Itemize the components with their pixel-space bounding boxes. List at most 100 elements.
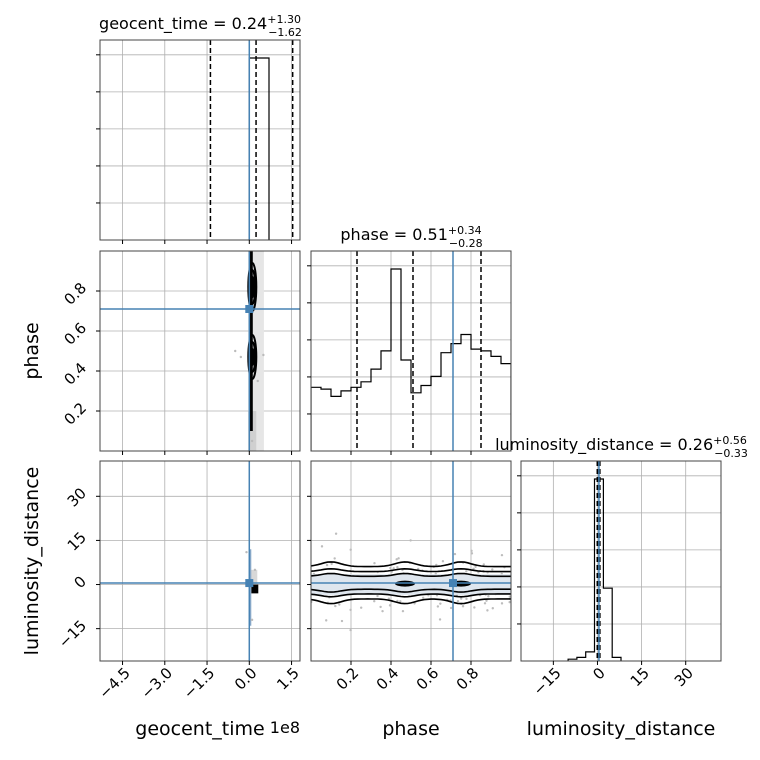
pair-phase-luminosity_distance-content [311, 461, 511, 661]
pair-phase-luminosity_distance-point-90 [470, 552, 474, 555]
pair-phase-luminosity_distance-contour-2-1 [311, 588, 511, 593]
pair-phase-luminosity_distance-contour-1-1 [311, 593, 511, 598]
xlabel-geocent_time: geocent_time [135, 718, 264, 740]
pair-phase-luminosity_distance-point-102 [470, 549, 473, 553]
diag-luminosity_distance-frame [520, 460, 722, 662]
xlabel-phase: phase [382, 718, 439, 740]
pair-phase-luminosity_distance-point-152 [396, 565, 399, 569]
diag-geocent_time-panel-bg [100, 40, 300, 240]
pair-phase-luminosity_distance-contour-1-0 [311, 567, 511, 573]
pair-phase-luminosity_distance-point-16 [491, 568, 494, 571]
pair-geocent_time-phase-point-3 [256, 379, 259, 383]
pair-phase-luminosity_distance-point-91 [474, 565, 477, 568]
pair-geocent_time-luminosity_distance-panel-bg [100, 461, 300, 661]
pair-geocent_time-luminosity_distance-point-1 [250, 618, 254, 622]
pair-geocent_time-luminosity_distance-truth-marker [245, 579, 254, 588]
pair-geocent_time-phase-point-4 [250, 439, 254, 443]
pair-phase-luminosity_distance-point-147 [349, 608, 352, 612]
xlabel-luminosity_distance: luminosity_distance [527, 718, 716, 740]
pair-phase-luminosity_distance-panel-bg [311, 461, 511, 661]
pair-phase-luminosity_distance-point-12 [491, 607, 494, 610]
pair-phase-luminosity_distance-point-66 [379, 605, 382, 609]
pair-phase-luminosity_distance-point-121 [401, 609, 405, 613]
pair-phase-luminosity_distance-point-88 [472, 567, 475, 570]
pair-phase-luminosity_distance-point-129 [340, 619, 344, 623]
pair-phase-luminosity_distance-point-128 [387, 597, 391, 600]
pair-geocent_time-luminosity_distance-core [251, 584, 259, 594]
pair-phase-luminosity_distance-point-56 [508, 595, 511, 598]
xaxis-offset-geocent_time: 1e8 [270, 718, 300, 737]
diag-phase-panel-bg [311, 251, 511, 451]
pair-geocent_time-luminosity_distance-point-0 [253, 568, 257, 572]
pair-phase-luminosity_distance-point-141 [456, 599, 460, 603]
diag-luminosity_distance-panel-bg [521, 461, 721, 661]
pair-phase-luminosity_distance-point-137 [330, 562, 333, 566]
xtick-label-luminosity_distance-2: 15 [627, 664, 653, 690]
pair-phase-luminosity_distance-point-103 [439, 602, 442, 605]
pair-phase-luminosity_distance-point-15 [376, 594, 379, 598]
pair-geocent_time-luminosity_distance-panel: −15 0 15 30 [55, 460, 301, 665]
pair-phase-luminosity_distance-point-3 [473, 606, 476, 609]
ytick-label-luminosity_distance-3: 30 [64, 484, 90, 510]
pair-phase-luminosity_distance-point-64 [465, 597, 468, 601]
diag-phase-title-plus: +0.34 [448, 224, 482, 237]
diag-phase-title-minus: −0.28 [449, 237, 483, 250]
pair-phase-luminosity_distance-contour-0-0 [311, 561, 511, 568]
diag-geocent_time-title-name: geocent_time = 0.24 [99, 14, 267, 34]
pair-phase-luminosity_distance-point-62 [392, 567, 395, 570]
pair-phase-luminosity_distance-point-109 [508, 600, 511, 604]
pair-phase-luminosity_distance-point-106 [334, 532, 338, 535]
pair-geocent_time-phase-panel-bg [100, 251, 300, 451]
diag-luminosity_distance-histogram [567, 478, 622, 661]
pair-geocent_time-phase-frame [99, 250, 301, 452]
diag-geocent_time-panel: geocent_time = 0.24+1.30−1.62 [96, 13, 302, 244]
diag-geocent_time-title-minus: −1.62 [268, 26, 302, 39]
xtick-label-geocent_time-3: 0.0 [231, 664, 261, 694]
ytick-label-phase-1: 0.4 [60, 359, 90, 389]
pair-phase-luminosity_distance-point-84 [500, 602, 504, 605]
pair-phase-luminosity_distance-point-53 [325, 563, 329, 567]
pair-phase-luminosity_distance-point-11 [421, 596, 425, 600]
pair-phase-luminosity_distance-point-150 [373, 561, 376, 565]
pair-phase-luminosity_distance-contour-2-0 [311, 572, 511, 578]
pair-phase-luminosity_distance-point-41 [349, 548, 352, 551]
pair-phase-luminosity_distance-point-39 [487, 595, 490, 598]
pair-phase-luminosity_distance-point-57 [389, 566, 392, 570]
pair-phase-luminosity_distance-frame [310, 460, 512, 662]
pair-phase-luminosity_distance-point-78 [485, 599, 488, 602]
pair-geocent_time-luminosity_distance-density [250, 569, 258, 594]
pair-phase-luminosity_distance-point-98 [320, 545, 324, 548]
diag-luminosity_distance-panel: luminosity_distance = 0.26+0.56−0.33 [495, 434, 748, 665]
diag-luminosity_distance-title-plus: +0.56 [713, 434, 747, 447]
pair-phase-luminosity_distance-point-96 [349, 628, 352, 632]
xtick-label-luminosity_distance-1: 0 [589, 664, 608, 683]
pair-phase-luminosity_distance-truth-marker [449, 579, 457, 588]
pair-phase-luminosity_distance-point-139 [465, 570, 468, 573]
pair-phase-luminosity_distance-point-97 [338, 603, 341, 606]
pair-geocent_time-luminosity_distance-content [100, 461, 300, 661]
ytick-label-phase-2: 0.6 [60, 319, 90, 349]
pair-phase-luminosity_distance-point-132 [334, 604, 337, 608]
pair-phase-luminosity_distance-point-76 [388, 604, 392, 607]
diag-phase-title: phase = 0.51+0.34 [340, 224, 481, 244]
pair-phase-luminosity_distance-point-69 [397, 557, 400, 560]
xtick-label-luminosity_distance-0: −15 [530, 664, 565, 699]
diag-phase-frame [310, 250, 512, 452]
pair-phase-luminosity_distance-contour-0-1 [311, 598, 511, 605]
pair-phase-luminosity_distance-point-70 [381, 609, 384, 613]
pair-phase-luminosity_distance-point-94 [500, 553, 504, 557]
pair-geocent_time-phase-point-2 [262, 353, 265, 357]
pair-geocent_time-phase-point-1 [239, 355, 243, 359]
pair-geocent_time-luminosity_distance-frame [99, 460, 301, 662]
pair-geocent_time-phase-content [100, 251, 300, 451]
diag-luminosity_distance-title-name: luminosity_distance = 0.26 [495, 435, 713, 455]
diag-geocent_time-frame [99, 39, 301, 241]
xtick-label-geocent_time-4: 1.5 [273, 664, 303, 694]
diag-geocent_time-title-plus: +1.30 [267, 13, 301, 26]
xtick-label-phase-3: 0.8 [453, 664, 483, 694]
pair-phase-luminosity_distance-point-49 [441, 560, 445, 563]
pair-phase-luminosity_distance-point-47 [459, 597, 463, 600]
diag-luminosity_distance-title: luminosity_distance = 0.26+0.56 [495, 434, 747, 455]
ytick-label-luminosity_distance-2: 15 [64, 528, 90, 554]
pair-geocent_time-luminosity_distance-point-2 [245, 550, 248, 554]
